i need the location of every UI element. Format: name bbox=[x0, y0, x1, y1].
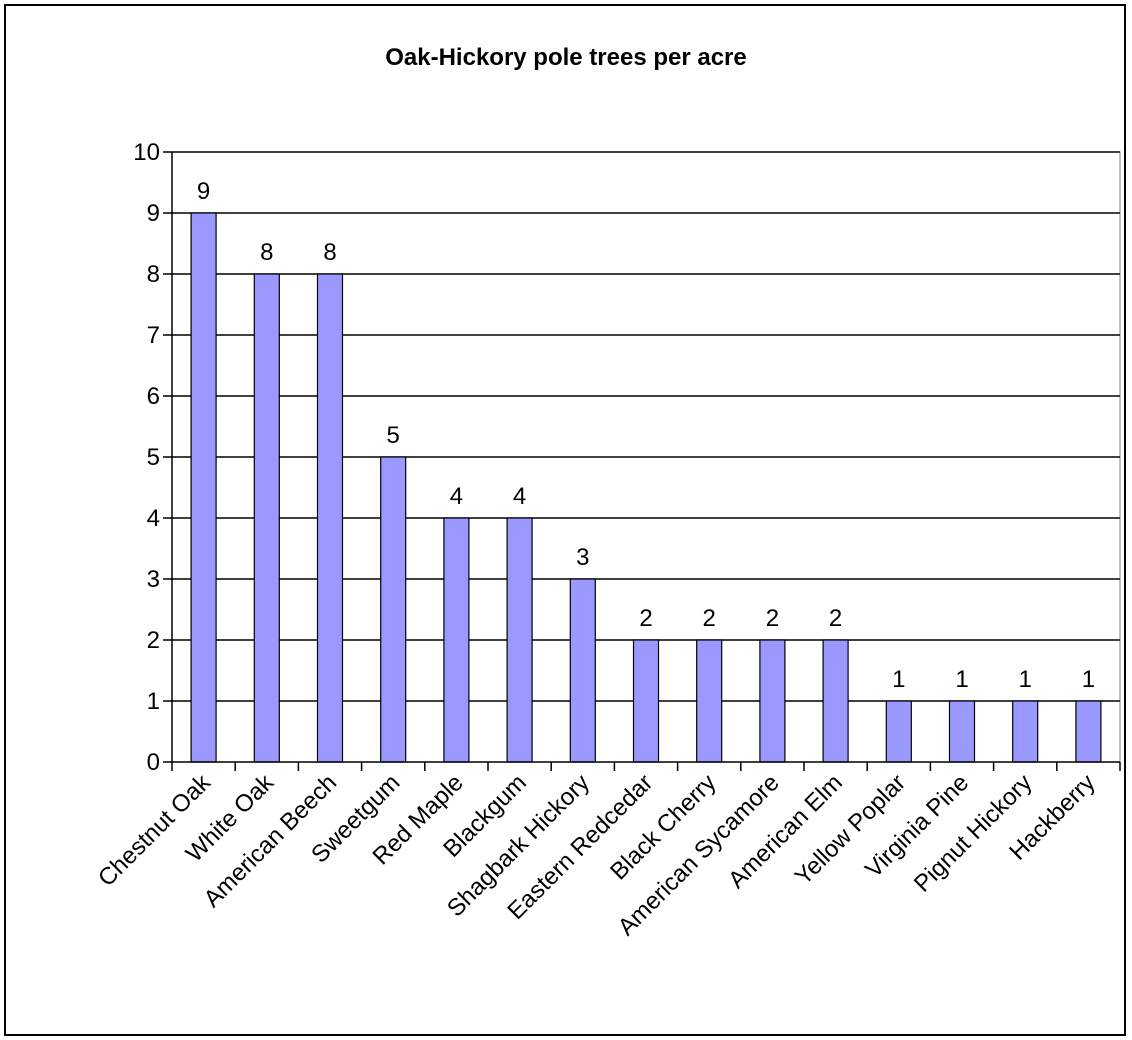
y-tick-label-2: 2 bbox=[147, 627, 160, 654]
bar-shagbark-hickory bbox=[569, 578, 596, 763]
y-tick-label-8: 8 bbox=[147, 261, 160, 288]
category-label: Yellow Poplar bbox=[790, 769, 911, 890]
bar-black-cherry bbox=[696, 639, 723, 763]
bar-pignut-hickory bbox=[1012, 700, 1039, 763]
y-tick-label-7: 7 bbox=[147, 322, 160, 349]
bars bbox=[190, 212, 1102, 763]
bar-eastern-redcedar bbox=[632, 639, 660, 763]
y-tick-label-5: 5 bbox=[147, 444, 160, 471]
bar-sweetgum bbox=[380, 456, 407, 763]
bar-blackgum bbox=[506, 517, 533, 763]
y-tick-label-3: 3 bbox=[147, 566, 160, 593]
y-tick-label-4: 4 bbox=[147, 505, 160, 532]
data-label: 2 bbox=[766, 605, 779, 632]
data-label: 3 bbox=[576, 544, 589, 571]
data-label: 1 bbox=[1082, 666, 1095, 693]
y-tick-label-0: 0 bbox=[147, 749, 160, 776]
y-tick-label-10: 10 bbox=[133, 139, 160, 166]
data-label: 9 bbox=[197, 178, 210, 205]
bar-american-elm bbox=[822, 639, 849, 763]
bar-hackberry bbox=[1075, 700, 1102, 763]
axes bbox=[163, 151, 1121, 771]
bar-chestnut-oak bbox=[190, 212, 217, 763]
data-label: 2 bbox=[703, 605, 716, 632]
bar-virginia-pine bbox=[948, 700, 976, 763]
y-tick-label-6: 6 bbox=[147, 383, 160, 410]
data-label: 2 bbox=[639, 605, 652, 632]
data-label: 1 bbox=[892, 666, 905, 693]
bar-yellow-poplar bbox=[885, 700, 912, 763]
data-label: 1 bbox=[1019, 666, 1032, 693]
chart-title: Oak-Hickory pole trees per acre bbox=[385, 44, 747, 71]
data-label: 2 bbox=[829, 605, 842, 632]
bar-american-sycamore bbox=[759, 639, 786, 763]
bar-american-beech bbox=[316, 273, 344, 763]
bar-red-maple bbox=[443, 517, 470, 763]
data-label: 4 bbox=[450, 483, 463, 510]
data-label: 8 bbox=[323, 239, 336, 266]
y-tick-label-9: 9 bbox=[147, 200, 160, 227]
data-label: 4 bbox=[513, 483, 526, 510]
y-tick-label-1: 1 bbox=[147, 688, 160, 715]
data-label: 5 bbox=[387, 422, 400, 449]
data-label: 8 bbox=[260, 239, 273, 266]
data-label: 1 bbox=[955, 666, 968, 693]
bar-white-oak bbox=[253, 273, 280, 763]
